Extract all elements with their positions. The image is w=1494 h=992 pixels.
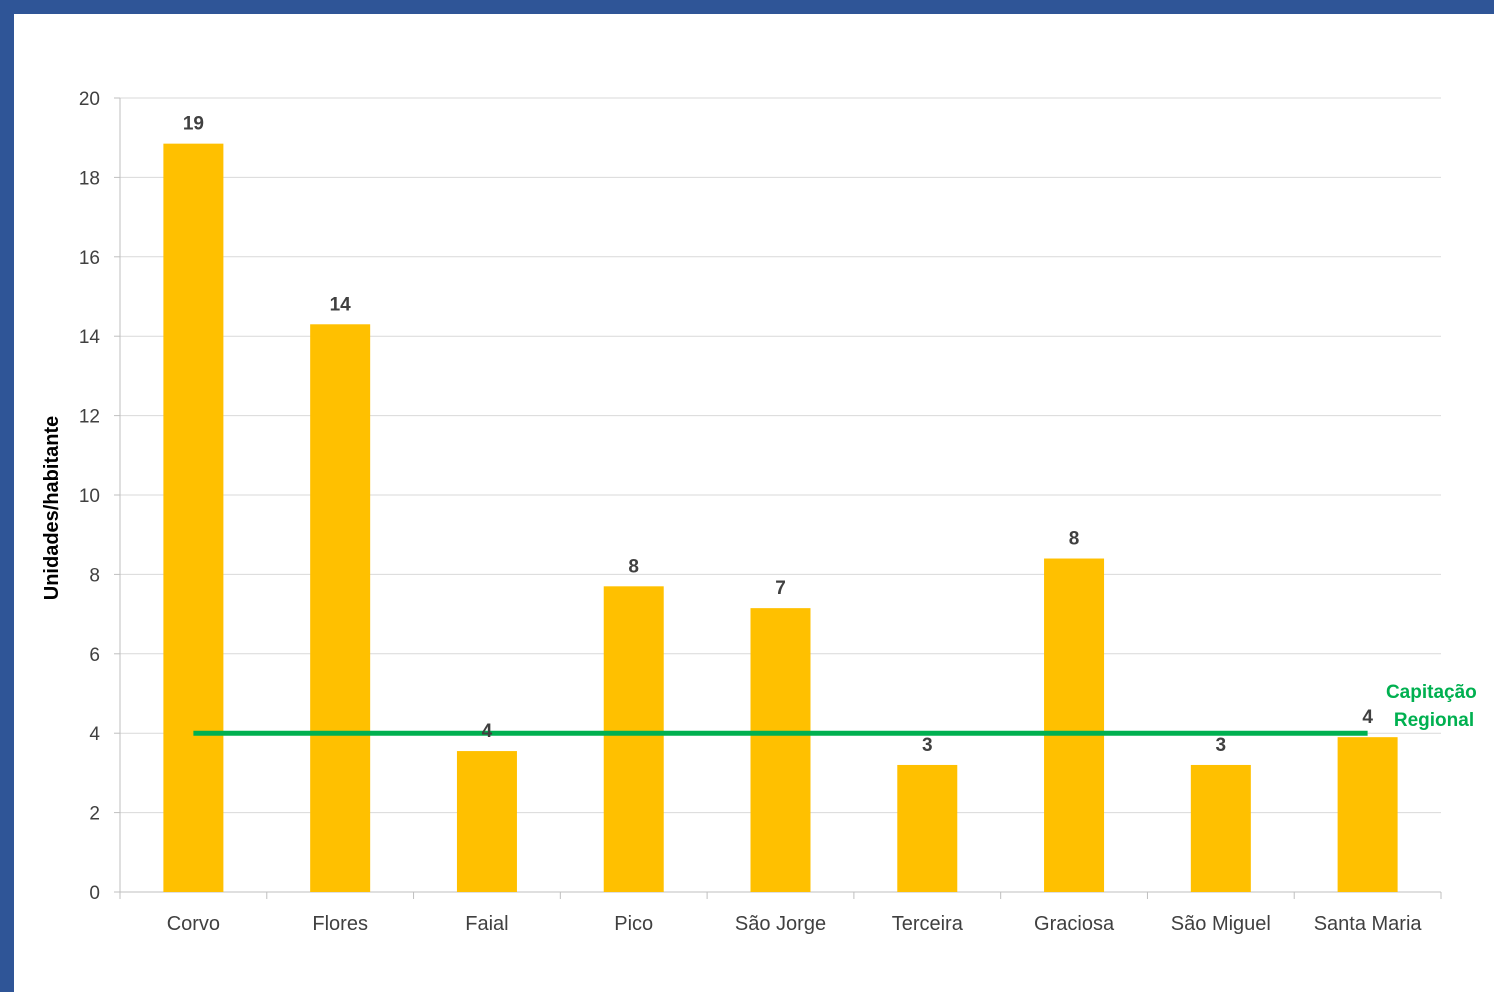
data-label: 3	[922, 735, 933, 756]
y-tick-label: 20	[79, 89, 100, 110]
x-tick-label: São Miguel	[1171, 913, 1271, 935]
bar	[1044, 558, 1105, 892]
bar	[456, 751, 517, 892]
x-tick-label: São Jorge	[735, 913, 826, 935]
axes: 0 2 4 6 8 10 12 14 16 18 20 Corvo Flores Faial Pico São…	[79, 89, 1442, 935]
y-tick-label: 6	[89, 645, 100, 666]
y-axis-title: Unidades/habitante	[41, 416, 63, 600]
y-tick-label: 10	[79, 486, 100, 507]
data-label: 8	[628, 556, 639, 577]
x-tick-label: Santa Maria	[1314, 913, 1423, 935]
data-label: 7	[775, 578, 786, 599]
bar	[897, 764, 958, 892]
bar-chart: 0 2 4 6 8 10 12 14 16 18 20 Corvo Flores Faial Pico São…	[41, 89, 1482, 935]
x-tick-label: Graciosa	[1034, 913, 1115, 935]
y-tick-label: 16	[79, 248, 100, 269]
x-tick-label: Terceira	[892, 913, 964, 935]
y-tick-label: 0	[89, 883, 100, 904]
data-label: 14	[330, 294, 352, 315]
x-tick-label: Flores	[312, 913, 368, 935]
x-tick-label: Pico	[614, 913, 653, 935]
y-tick-label: 8	[89, 565, 100, 586]
data-label: 3	[1216, 735, 1227, 756]
bar	[750, 608, 811, 892]
data-label: 19	[183, 114, 204, 135]
x-tick-label: Corvo	[167, 913, 220, 935]
data-labels: 19 14 4 8 7 3 8 3 4	[183, 114, 1374, 756]
bar	[603, 586, 664, 892]
data-label: 4	[482, 721, 493, 742]
bar	[1190, 764, 1251, 892]
bar	[1337, 737, 1398, 892]
reference-line-label-line2: Regional	[1394, 710, 1474, 731]
data-label: 4	[1362, 707, 1373, 728]
chart-frame: 0 2 4 6 8 10 12 14 16 18 20 Corvo Flores Faial Pico São…	[14, 14, 1494, 992]
bar	[310, 324, 371, 892]
data-label: 8	[1069, 529, 1080, 550]
y-tick-label: 12	[79, 407, 100, 428]
bars	[163, 143, 1398, 892]
reference-line-label: Capitação Regional	[1386, 682, 1482, 731]
x-tick-label: Faial	[465, 913, 508, 935]
y-tick-label: 18	[79, 168, 100, 189]
reference-line-label-line1: Capitação	[1386, 682, 1477, 703]
y-tick-label: 2	[89, 804, 100, 825]
bar	[163, 143, 224, 892]
y-tick-label: 4	[89, 724, 100, 745]
y-tick-label: 14	[79, 327, 101, 348]
